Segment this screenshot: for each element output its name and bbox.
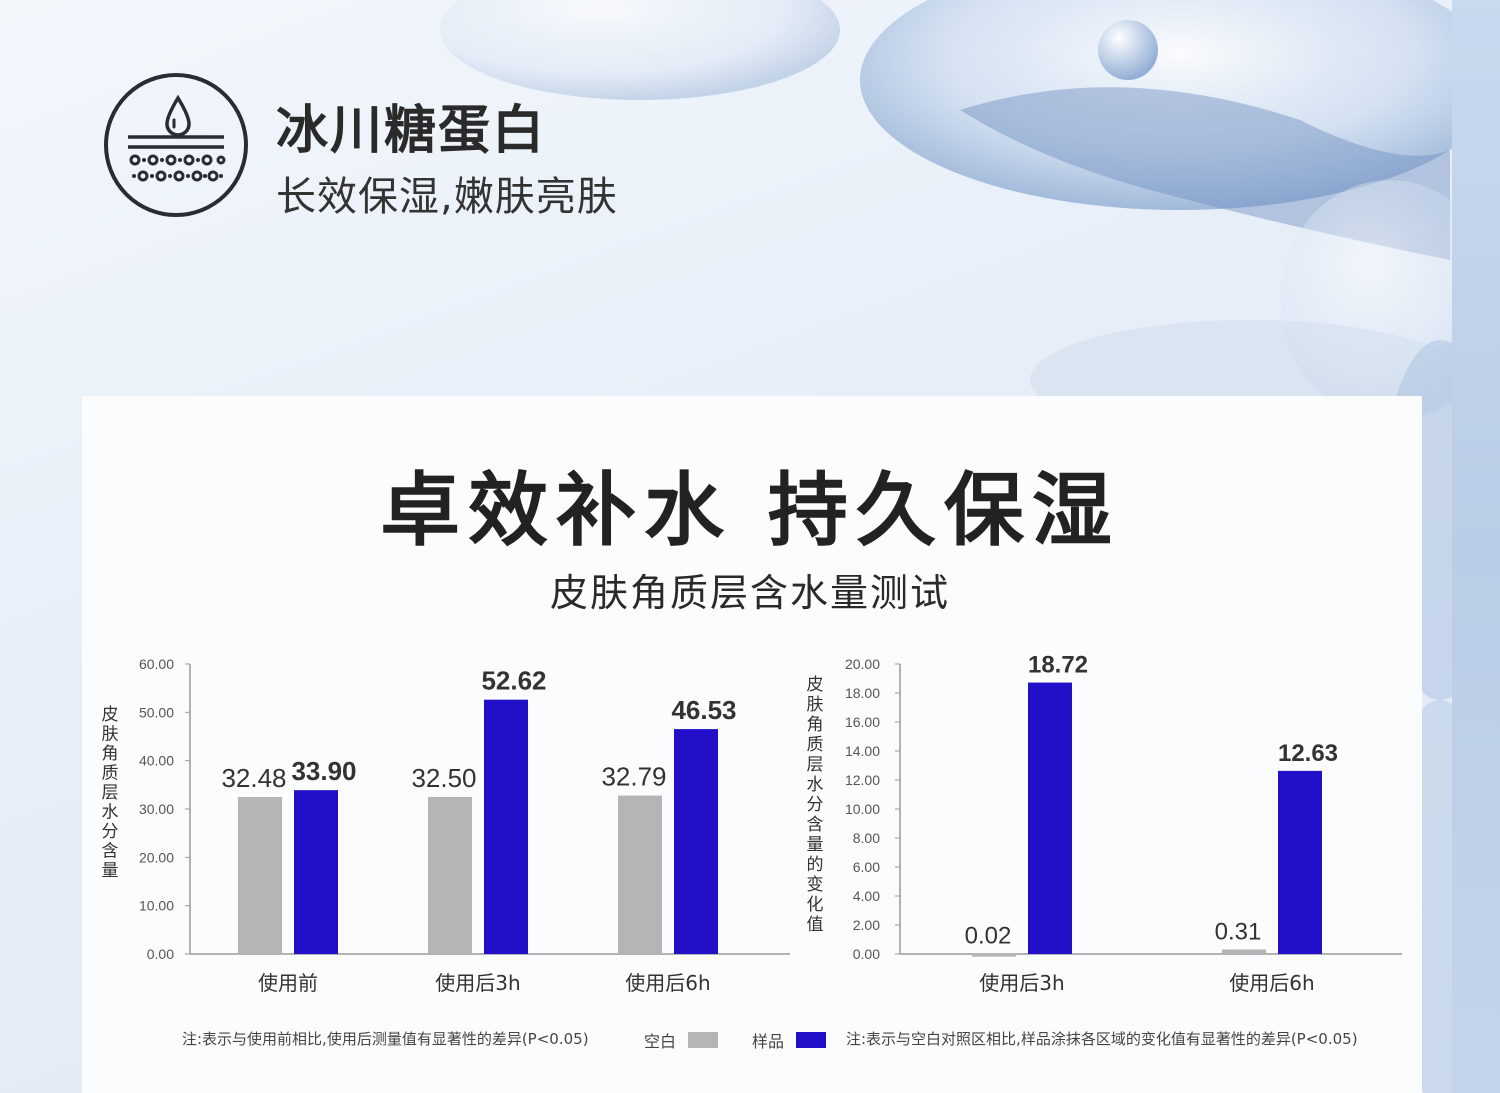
y-tick-label: 60.00 bbox=[139, 656, 174, 672]
bar-sample bbox=[674, 729, 718, 954]
y-tick-label: 30.00 bbox=[139, 801, 174, 817]
y-tick-label: 6.00 bbox=[853, 859, 880, 875]
y-axis-label-char: 肤 bbox=[102, 725, 119, 745]
y-axis-label-char: 肤 bbox=[807, 695, 824, 715]
y-axis-label-char: 含 bbox=[102, 842, 119, 862]
x-category-label: 使用后3h bbox=[435, 971, 520, 995]
sub-title: 皮肤角质层含水量测试 bbox=[549, 571, 950, 615]
y-tick-label: 16.00 bbox=[845, 714, 880, 730]
legend-sample-label: 样品 bbox=[752, 1032, 785, 1051]
y-axis-label-char: 水 bbox=[102, 803, 119, 823]
right-decorative-strip bbox=[1452, 0, 1500, 1093]
y-axis-label-char: 量 bbox=[102, 861, 119, 881]
y-tick-label: 14.00 bbox=[845, 743, 880, 759]
y-axis-label-char: 角 bbox=[807, 715, 824, 735]
y-axis-label-char: 水 bbox=[807, 775, 824, 795]
y-axis-label-char: 皮 bbox=[102, 705, 119, 725]
data-label-sample: 52.62 bbox=[481, 666, 546, 696]
data-label-blank: 32.48 bbox=[221, 763, 286, 793]
bar-blank bbox=[238, 797, 282, 954]
bar-blank bbox=[618, 795, 662, 954]
skin-moisture-icon bbox=[104, 73, 248, 217]
y-axis-label-char: 的 bbox=[807, 855, 824, 875]
data-label-blank: 32.79 bbox=[601, 762, 666, 792]
header-subtitle: 长效保湿,嫩肤亮肤 bbox=[276, 174, 618, 220]
y-axis-label-char: 层 bbox=[102, 783, 119, 803]
y-tick-label: 20.00 bbox=[845, 656, 880, 672]
bar-sample bbox=[1028, 682, 1072, 954]
y-tick-label: 4.00 bbox=[853, 888, 880, 904]
data-label-sample: 18.72 bbox=[1028, 652, 1088, 679]
legend: 空白 样品 bbox=[644, 1028, 827, 1052]
y-tick-label: 0.00 bbox=[147, 946, 174, 962]
header-title: 冰川糖蛋白 bbox=[276, 101, 547, 161]
y-tick-label: 10.00 bbox=[139, 898, 174, 914]
y-axis-label-char: 分 bbox=[102, 822, 119, 842]
y-tick-label: 20.00 bbox=[139, 849, 174, 865]
right-chart-note: 注:表示与空白对照区相比,样品涂抹各区域的变化值有显著性的差异(P<0.05) bbox=[846, 1030, 1358, 1048]
bar-blank bbox=[1222, 949, 1266, 954]
legend-blank-swatch bbox=[688, 1032, 719, 1048]
data-label-sample: 33.90 bbox=[291, 756, 356, 786]
x-category-label: 使用后6h bbox=[1229, 971, 1314, 995]
x-category-label: 使用后3h bbox=[979, 971, 1064, 995]
y-axis-label-char: 皮 bbox=[807, 675, 824, 695]
y-axis-label-char: 分 bbox=[807, 795, 824, 815]
left-chart-note: 注:表示与使用前相比,使用后测量值有显著性的差异(P<0.05) bbox=[182, 1030, 589, 1048]
x-category-label: 使用后6h bbox=[625, 971, 710, 995]
data-label-sample: 46.53 bbox=[671, 695, 736, 725]
y-axis-label-char: 含 bbox=[807, 815, 824, 835]
y-tick-label: 12.00 bbox=[845, 772, 880, 788]
y-axis-label-char: 层 bbox=[807, 755, 824, 775]
y-tick-label: 50.00 bbox=[139, 704, 174, 720]
y-axis-label-char: 量 bbox=[807, 835, 824, 855]
y-tick-label: 0.00 bbox=[853, 946, 880, 962]
y-tick-label: 8.00 bbox=[853, 830, 880, 846]
data-label-blank: 32.50 bbox=[411, 763, 476, 793]
y-tick-label: 18.00 bbox=[845, 685, 880, 701]
bar-sample bbox=[1278, 770, 1322, 954]
y-tick-label: 2.00 bbox=[853, 917, 880, 933]
y-axis-label-char: 质 bbox=[102, 764, 119, 784]
y-axis-label-char: 角 bbox=[102, 744, 119, 764]
y-tick-label: 40.00 bbox=[139, 753, 174, 769]
data-label-sample: 12.63 bbox=[1278, 740, 1338, 767]
bar-blank bbox=[428, 796, 472, 954]
bar-blank bbox=[972, 953, 1016, 957]
y-axis-label-char: 变 bbox=[807, 875, 824, 895]
data-label-blank: 0.02 bbox=[965, 923, 1012, 950]
y-axis-label-char: 质 bbox=[807, 735, 824, 755]
y-tick-label: 10.00 bbox=[845, 801, 880, 817]
y-axis-label-char: 值 bbox=[807, 915, 824, 935]
y-axis-label-char: 化 bbox=[807, 895, 824, 915]
chart-panel bbox=[82, 396, 1422, 1093]
legend-sample-swatch bbox=[796, 1032, 827, 1048]
main-title: 卓效补水 持久保湿 bbox=[380, 464, 1120, 557]
data-label-blank: 0.31 bbox=[1215, 919, 1262, 946]
legend-blank-label: 空白 bbox=[644, 1032, 677, 1051]
x-category-label: 使用前 bbox=[258, 971, 318, 995]
bar-sample bbox=[294, 790, 338, 954]
bar-sample bbox=[484, 699, 528, 954]
